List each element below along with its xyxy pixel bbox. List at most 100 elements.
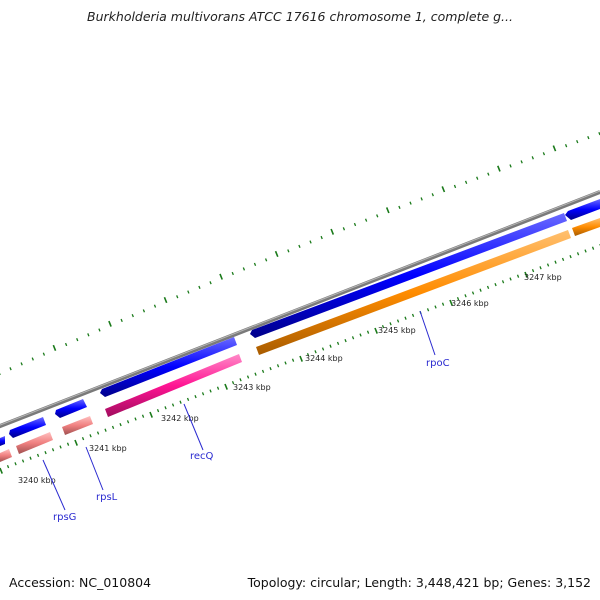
scale-tick	[359, 333, 362, 337]
outer-tick	[476, 176, 479, 180]
scale-tick	[156, 408, 160, 413]
outer-tick	[376, 214, 379, 218]
scale-tick	[336, 341, 340, 346]
outer-tick	[98, 328, 101, 332]
scale-tick	[516, 274, 520, 278]
gene-label-rpsG[interactable]: rpsG	[53, 512, 76, 523]
scale-tick	[141, 414, 145, 418]
scale-tick	[389, 322, 392, 326]
kbp-label: 3245 kbp	[378, 326, 416, 335]
scale-tick	[329, 344, 332, 348]
gene-rpsL[interactable]	[62, 416, 93, 435]
scale-tick	[74, 439, 78, 446]
cds-reverse-2[interactable]	[9, 417, 46, 438]
outer-tick	[264, 258, 268, 262]
cds-reverse-6[interactable]	[565, 199, 600, 220]
scale-tick	[29, 456, 32, 460]
outer-tick	[64, 342, 68, 347]
scale-tick	[306, 352, 310, 357]
outer-tick	[409, 201, 412, 205]
outer-tick	[398, 205, 401, 210]
outer-tick	[453, 184, 457, 189]
scale-tick	[441, 302, 445, 306]
scale-tick	[486, 285, 490, 290]
outer-tick	[364, 218, 368, 222]
scale-tick	[494, 282, 497, 287]
cds-reverse-5[interactable]	[250, 213, 567, 338]
scale-tick	[194, 394, 197, 399]
cds-reverse-3[interactable]	[55, 399, 87, 418]
scale-tick	[479, 288, 482, 292]
gene-labels: rpsG rpsL recQ rpoC	[53, 358, 450, 523]
scale-tick	[509, 277, 512, 281]
outer-tick	[487, 172, 490, 176]
cds-reverse-4[interactable]	[100, 337, 237, 397]
scale-tick	[224, 383, 228, 390]
outer-tick	[198, 285, 201, 290]
scale-tick	[591, 246, 595, 250]
cds-reverse-1[interactable]	[0, 436, 5, 446]
scale-tick	[246, 375, 250, 379]
outer-tick	[9, 367, 12, 371]
gene-rpsG[interactable]	[16, 432, 53, 454]
outer-tick	[176, 295, 179, 299]
outer-tick	[342, 227, 346, 231]
outer-tick	[87, 333, 90, 337]
scale-tick	[299, 355, 303, 362]
scale-tick	[374, 327, 378, 334]
scale-tick	[569, 254, 572, 259]
outer-tick	[131, 314, 134, 318]
outer-tick	[287, 249, 290, 253]
scale-tick	[276, 364, 280, 368]
scale-tick	[411, 313, 415, 318]
scale-tick	[344, 338, 347, 343]
scale-tick	[96, 431, 100, 435]
gene-next-orange[interactable]	[572, 218, 600, 236]
scale-tick	[171, 403, 175, 407]
gene-recQ[interactable]	[105, 354, 242, 417]
gene-rpoC[interactable]	[256, 230, 571, 355]
scale-tick	[584, 249, 587, 253]
scale-tick	[366, 330, 370, 334]
outer-tick	[108, 320, 112, 327]
gene-label-rpsL[interactable]: rpsL	[96, 492, 118, 503]
gene-partial-left[interactable]	[0, 449, 12, 462]
gene-label-rpoC[interactable]: rpoC	[426, 358, 450, 369]
outer-tick	[431, 193, 434, 197]
chromosome-backbone	[0, 190, 600, 429]
outer-tick	[520, 160, 523, 164]
outer-tick	[576, 140, 579, 144]
scale-tick	[119, 422, 122, 427]
scale-tick	[149, 411, 153, 418]
scale-tick	[501, 280, 505, 284]
outer-tick	[542, 152, 546, 156]
map-title: Burkholderia multivorans ATCC 17616 chro…	[87, 9, 513, 24]
kbp-label: 3244 kbp	[305, 354, 343, 363]
outer-tick	[441, 186, 446, 193]
outer-tick	[142, 309, 146, 313]
scale-tick	[464, 294, 467, 298]
scale-tick	[449, 299, 453, 306]
scale-tick	[111, 425, 115, 430]
scale-tick	[351, 336, 355, 340]
scale-tick	[239, 378, 242, 382]
scale-tick	[21, 459, 25, 463]
outer-tick	[253, 262, 257, 267]
outer-tick	[120, 318, 123, 323]
kbp-label: 3247 kbp	[524, 273, 562, 282]
kbp-label: 3246 kbp	[451, 299, 489, 308]
scale-tick	[396, 319, 400, 323]
scale-tick	[59, 445, 62, 449]
genome-summary-text: Topology: circular; Length: 3,448,421 bp…	[247, 575, 591, 590]
scale-tick	[426, 308, 430, 312]
scale-tick	[314, 350, 317, 354]
outer-tick	[42, 352, 46, 356]
kbp-label: 3241 kbp	[89, 444, 127, 453]
outer-tick	[31, 357, 34, 361]
scale-tick	[126, 420, 130, 424]
scale-tick	[471, 291, 475, 295]
scale-tick	[66, 442, 70, 446]
gene-label-recQ[interactable]: recQ	[190, 451, 214, 462]
scale-tick	[104, 428, 107, 432]
